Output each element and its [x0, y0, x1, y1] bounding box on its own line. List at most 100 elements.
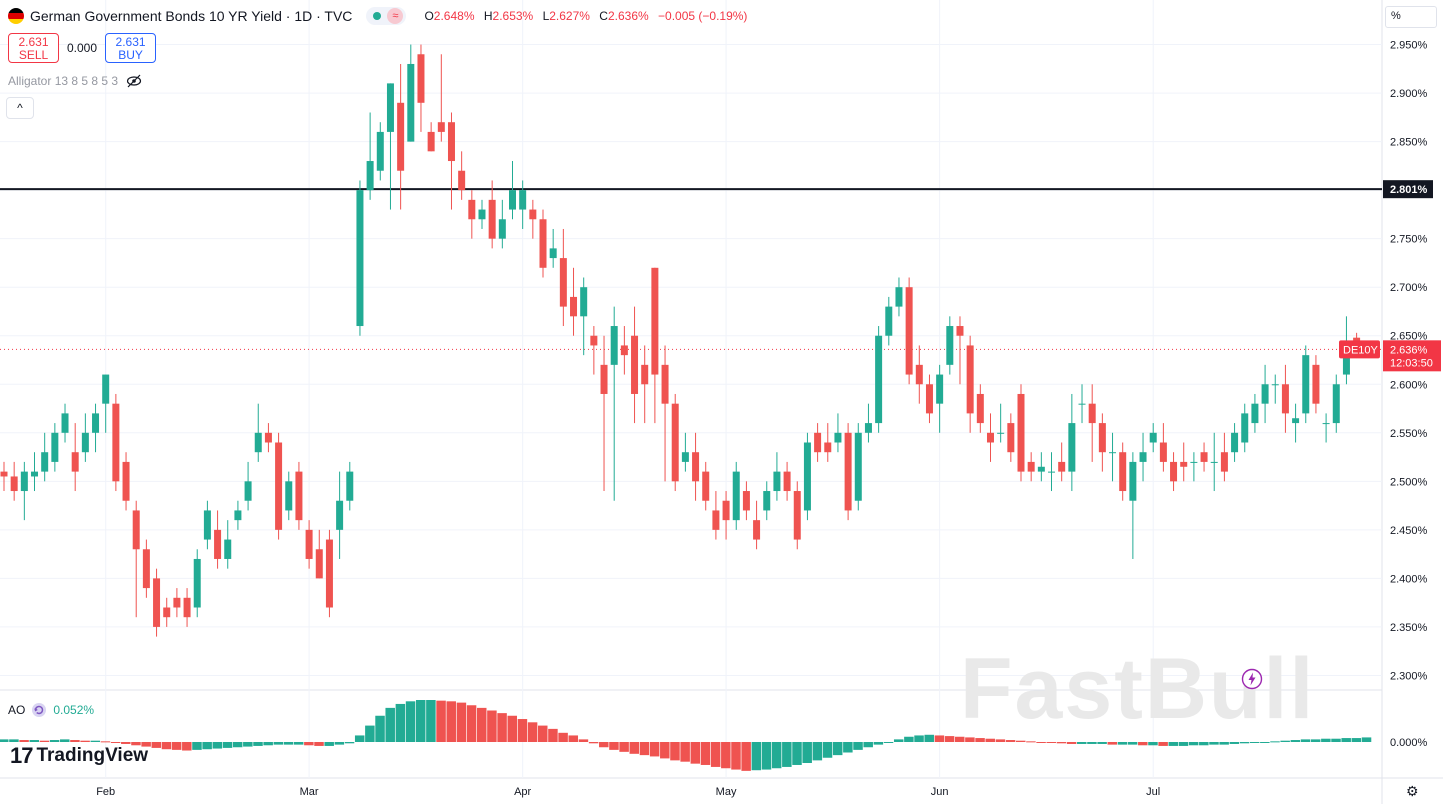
wave-icon: ≈ — [387, 8, 404, 24]
ao-bar — [568, 735, 579, 742]
ao-bar — [263, 742, 273, 746]
candle-body — [1210, 461, 1218, 463]
candle-body — [742, 491, 750, 511]
candle-body — [722, 500, 730, 521]
candle-body — [214, 529, 222, 559]
ao-bar — [1097, 742, 1107, 744]
ao-bar — [90, 740, 101, 742]
ao-bar — [1066, 742, 1077, 744]
candle-body — [620, 345, 628, 356]
chart-header: German Government Bonds 10 YR Yield · 1D… — [8, 6, 753, 26]
x-tick-label: Apr — [514, 786, 531, 798]
ao-label[interactable]: AO — [8, 703, 26, 717]
ao-bar — [944, 736, 955, 742]
candle-body — [803, 442, 811, 511]
candle-body — [478, 209, 486, 220]
ao-bar — [1107, 742, 1118, 745]
candle-body — [864, 423, 872, 433]
buy-button[interactable]: 2.631 BUY — [105, 33, 157, 63]
ao-bar — [761, 742, 772, 770]
ao-bar — [1239, 742, 1250, 744]
ao-bar — [80, 740, 90, 742]
tradingview-logo-icon: 17 — [10, 743, 34, 768]
candle-body — [905, 287, 913, 375]
ao-bar — [507, 715, 517, 742]
candle-body — [824, 442, 832, 453]
candle-body — [112, 403, 120, 482]
candle-body — [10, 476, 18, 492]
candle-body — [1139, 452, 1147, 462]
ao-bar — [1127, 742, 1138, 745]
unit-selector[interactable]: % — [1385, 6, 1437, 28]
ao-bar — [1270, 741, 1280, 743]
tradingview-brand[interactable]: 17 TradingView — [10, 743, 148, 769]
candle-body — [92, 413, 100, 433]
ao-bar — [995, 739, 1006, 742]
ao-bar — [121, 742, 131, 744]
candle-body — [1129, 461, 1137, 501]
candle-body — [1027, 461, 1035, 472]
ao-bar — [1016, 740, 1026, 742]
ao-bar — [293, 742, 304, 745]
ao-bar — [354, 735, 365, 742]
candle-body — [997, 432, 1005, 434]
collapse-legend-button[interactable]: ^ — [6, 97, 34, 119]
ao-bar — [670, 742, 680, 761]
ao-bar — [426, 700, 436, 742]
candle-body — [1220, 452, 1228, 472]
eye-hidden-icon[interactable] — [126, 74, 142, 88]
candle-body — [193, 558, 201, 608]
ao-bar — [731, 742, 741, 770]
candle-body — [702, 471, 710, 501]
ao-histogram — [0, 700, 1372, 771]
candle-body — [946, 326, 954, 365]
candle-body — [1058, 461, 1066, 472]
y-tick-label: 2.850% — [1390, 137, 1428, 149]
candle-body — [732, 471, 740, 521]
ao-bar — [700, 742, 711, 765]
candle-body — [1180, 461, 1188, 467]
lightning-icon[interactable] — [1241, 668, 1263, 690]
candle-body — [814, 432, 822, 453]
ao-bar — [110, 742, 121, 743]
candle-body — [61, 413, 69, 433]
ao-bar — [222, 742, 233, 748]
ao-bar — [49, 740, 60, 742]
symbol-tag — [1339, 340, 1380, 359]
ao-bar — [680, 742, 690, 762]
ao-bar — [822, 742, 833, 758]
candle-body — [529, 209, 537, 220]
ao-bar — [9, 739, 19, 742]
candle-body — [1312, 364, 1320, 404]
gear-icon[interactable]: ⚙ — [1406, 783, 1419, 799]
ao-bar — [771, 742, 782, 769]
candle-body — [71, 452, 79, 472]
alligator-label[interactable]: Alligator 13 8 5 8 5 3 — [8, 74, 119, 88]
candle-body — [254, 432, 262, 453]
y-tick-label: 2.400% — [1390, 573, 1428, 585]
refresh-icon[interactable] — [31, 702, 47, 718]
symbol-title[interactable]: German Government Bonds 10 YR Yield · 1D… — [30, 8, 353, 24]
market-status-pill[interactable]: ≈ — [366, 7, 407, 25]
x-tick-label: Jul — [1146, 786, 1160, 798]
sell-button[interactable]: 2.631 SELL — [8, 33, 59, 63]
candle-body — [295, 471, 303, 521]
candle-body — [498, 219, 506, 239]
candle-body — [936, 374, 944, 404]
candle-body — [519, 190, 527, 210]
candle-body — [509, 190, 516, 210]
candle-body — [366, 161, 374, 191]
candle-body — [1322, 423, 1330, 425]
ao-bar — [405, 701, 416, 742]
chevron-up-icon: ^ — [17, 101, 23, 115]
candle-body — [51, 432, 59, 462]
ao-bar — [232, 742, 243, 748]
candle-body — [671, 403, 679, 482]
ao-bar — [131, 742, 141, 746]
ao-legend: AO 0.052% — [8, 702, 94, 718]
candle-body — [986, 432, 994, 443]
x-tick-label: Mar — [300, 786, 319, 798]
candle-body — [1281, 384, 1289, 414]
